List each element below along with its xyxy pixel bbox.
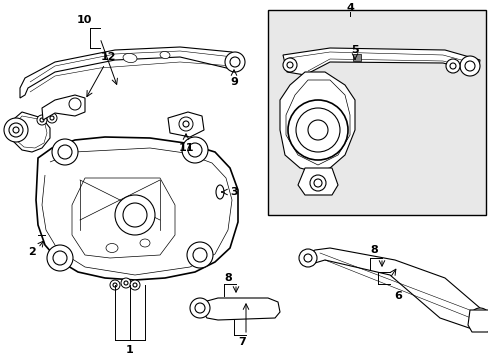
Polygon shape [200, 298, 280, 320]
Circle shape [464, 61, 474, 71]
Text: 8: 8 [224, 273, 231, 283]
Text: 11: 11 [178, 143, 193, 153]
Circle shape [130, 280, 140, 290]
Circle shape [183, 121, 189, 127]
Polygon shape [42, 95, 85, 120]
Circle shape [133, 283, 137, 287]
Polygon shape [20, 47, 238, 98]
Text: 9: 9 [229, 77, 238, 87]
Text: 1: 1 [126, 345, 134, 355]
Circle shape [13, 127, 19, 133]
Polygon shape [10, 112, 50, 152]
Circle shape [193, 248, 206, 262]
Polygon shape [305, 248, 481, 330]
Text: 6: 6 [393, 291, 401, 301]
Text: 8: 8 [369, 245, 377, 255]
Circle shape [123, 203, 147, 227]
Circle shape [124, 281, 128, 285]
Circle shape [47, 113, 57, 123]
Circle shape [283, 58, 296, 72]
Circle shape [115, 195, 155, 235]
Circle shape [295, 108, 339, 152]
Polygon shape [283, 48, 479, 75]
Text: 7: 7 [238, 337, 245, 347]
Circle shape [110, 280, 120, 290]
Circle shape [445, 59, 459, 73]
Circle shape [52, 139, 78, 165]
Circle shape [53, 251, 67, 265]
Circle shape [37, 115, 47, 125]
Circle shape [224, 52, 244, 72]
Circle shape [69, 98, 81, 110]
Ellipse shape [160, 51, 170, 59]
Polygon shape [168, 112, 203, 137]
Circle shape [474, 313, 484, 323]
Text: 3: 3 [230, 187, 237, 197]
Circle shape [459, 56, 479, 76]
Circle shape [307, 120, 327, 140]
Polygon shape [36, 137, 238, 280]
Polygon shape [467, 310, 488, 332]
Circle shape [313, 179, 321, 187]
Text: 10: 10 [76, 15, 92, 25]
Polygon shape [297, 168, 337, 195]
Polygon shape [280, 72, 354, 172]
Circle shape [286, 62, 292, 68]
Circle shape [58, 145, 72, 159]
Circle shape [190, 298, 209, 318]
Circle shape [304, 254, 311, 262]
Circle shape [186, 242, 213, 268]
Ellipse shape [140, 239, 150, 247]
Circle shape [121, 278, 131, 288]
Text: 12: 12 [100, 52, 116, 62]
Circle shape [287, 100, 347, 160]
Circle shape [179, 117, 193, 131]
Circle shape [187, 143, 202, 157]
Circle shape [4, 118, 28, 142]
Ellipse shape [106, 243, 118, 252]
Circle shape [449, 63, 455, 69]
Circle shape [113, 283, 117, 287]
Circle shape [47, 245, 73, 271]
Circle shape [229, 57, 240, 67]
Circle shape [40, 118, 44, 122]
Bar [352, 54, 360, 61]
Bar [267, 10, 485, 215]
Circle shape [195, 303, 204, 313]
Text: 2: 2 [28, 247, 36, 257]
Circle shape [309, 175, 325, 191]
Circle shape [298, 249, 316, 267]
Circle shape [9, 123, 23, 137]
Circle shape [50, 116, 54, 120]
Ellipse shape [123, 53, 137, 63]
Text: 4: 4 [346, 3, 353, 13]
Circle shape [182, 137, 207, 163]
Text: 5: 5 [350, 45, 358, 55]
Circle shape [469, 308, 488, 328]
Ellipse shape [216, 185, 224, 199]
